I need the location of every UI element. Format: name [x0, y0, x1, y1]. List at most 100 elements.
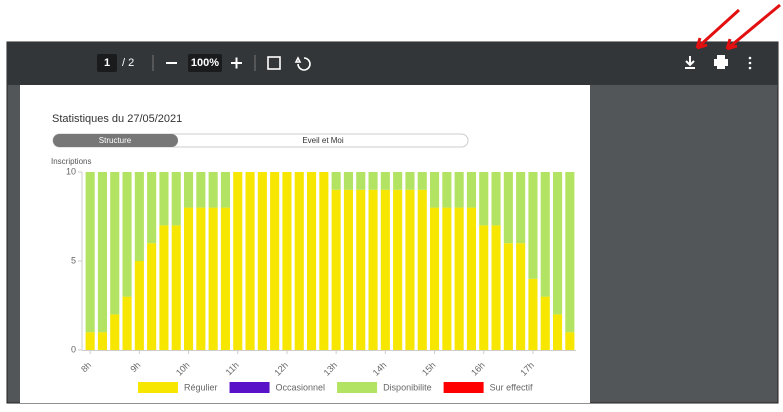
- y-axis-label: Inscriptions: [51, 157, 91, 166]
- print-icon[interactable]: [714, 55, 728, 69]
- bar-segment: [540, 172, 550, 297]
- bar-segment: [516, 243, 526, 350]
- bar-segment: [466, 172, 477, 208]
- arrow: [695, 8, 741, 50]
- zoom-box[interactable]: [188, 54, 222, 72]
- rotate-icon[interactable]: [294, 56, 311, 71]
- legend-swatch: [443, 382, 484, 393]
- page-count: / 2: [122, 57, 134, 69]
- bar-segment: [552, 172, 563, 315]
- bar-segment: [171, 172, 181, 226]
- bar-segment: [479, 172, 489, 226]
- bar-segment: [294, 172, 304, 350]
- bar-segment: [368, 189, 378, 350]
- bar-segment: [245, 172, 255, 350]
- bar-segment: [97, 172, 108, 333]
- bar-segment: [306, 172, 317, 350]
- y-tick-label: 10: [66, 166, 76, 176]
- bar-segment: [368, 172, 378, 190]
- menu-dot[interactable]: [748, 66, 752, 70]
- bar-segment: [159, 172, 169, 226]
- bar-segment: [503, 243, 513, 350]
- bar-segment: [405, 172, 415, 190]
- bar-segment: [147, 172, 157, 244]
- legend-label: Disponibilite: [383, 382, 432, 392]
- bar-segment: [429, 207, 440, 350]
- bar-segment: [343, 172, 354, 190]
- bar-segment: [503, 172, 513, 244]
- bar-segment: [97, 332, 108, 350]
- bar-segment: [380, 189, 390, 350]
- bar-segment: [356, 172, 366, 190]
- bar-segment: [159, 225, 169, 350]
- bar-segment: [552, 314, 563, 350]
- bar-segment: [122, 172, 132, 297]
- bar-segment: [183, 172, 194, 208]
- arrow: [725, 3, 781, 51]
- bar-segment: [282, 172, 292, 350]
- bar-segment: [147, 243, 157, 350]
- bar-segment: [442, 172, 452, 208]
- bar-segment: [183, 207, 194, 350]
- page-box[interactable]: [97, 54, 117, 72]
- bar-segment: [122, 296, 132, 350]
- legend-swatch: [138, 382, 178, 393]
- tab-label[interactable]: Eveil et Moi: [302, 136, 344, 145]
- zoom-level: 100%: [191, 57, 219, 69]
- bar-segment: [491, 225, 501, 350]
- bar-segment: [208, 172, 218, 208]
- tab-label: Structure: [99, 136, 132, 145]
- bar-segment: [540, 296, 550, 350]
- bar-segment: [479, 225, 489, 350]
- bar-segment: [85, 332, 95, 350]
- bar-segment: [454, 172, 464, 208]
- bar-segment: [343, 189, 354, 350]
- bar-segment: [565, 332, 575, 350]
- bar-segment: [85, 172, 95, 333]
- toolbar: [7, 42, 778, 85]
- bar-segment: [134, 172, 144, 261]
- chart-title: Statistiques du 27/05/2021: [52, 113, 182, 125]
- menu-dot[interactable]: [748, 56, 752, 60]
- bar-segment: [454, 207, 464, 350]
- bar-segment: [466, 207, 477, 350]
- legend-label: Régulier: [184, 382, 218, 392]
- bar-segment: [134, 261, 144, 350]
- download-icon[interactable]: [685, 56, 695, 69]
- bar-segment: [331, 189, 341, 350]
- y-tick-label: 0: [71, 344, 76, 354]
- legend-swatch: [229, 382, 270, 393]
- bar-segment: [220, 172, 231, 208]
- bar-segment: [528, 172, 538, 279]
- bar-segment: [208, 207, 218, 350]
- bar-segment: [417, 189, 427, 350]
- menu-dot[interactable]: [748, 61, 752, 65]
- zoom-in[interactable]: [231, 57, 242, 69]
- bar-segment: [380, 172, 390, 190]
- bar-segment: [565, 172, 575, 333]
- y-tick-label: 5: [71, 255, 76, 265]
- bar-segment: [393, 172, 403, 190]
- bar-segment: [257, 172, 267, 350]
- bar-segment: [356, 189, 366, 350]
- bar-segment: [196, 207, 206, 350]
- bar-segment: [393, 189, 403, 350]
- bar-segment: [220, 207, 231, 350]
- tab-active[interactable]: [53, 134, 178, 147]
- bar-segment: [442, 207, 452, 350]
- bar-segment: [405, 189, 415, 350]
- bar-segment: [270, 172, 280, 350]
- bar-segment: [331, 172, 341, 190]
- legend-swatch: [337, 382, 378, 393]
- legend-label: Sur effectif: [490, 382, 533, 392]
- bar-segment: [110, 172, 120, 315]
- bar-segment: [429, 172, 440, 208]
- bar-segment: [516, 172, 526, 244]
- bar-segment: [233, 172, 243, 350]
- bar-segment: [319, 172, 329, 350]
- bar-segment: [171, 225, 181, 350]
- bar-segment: [491, 172, 501, 226]
- page-number: 1: [104, 57, 110, 69]
- fit-icon[interactable]: [267, 56, 281, 70]
